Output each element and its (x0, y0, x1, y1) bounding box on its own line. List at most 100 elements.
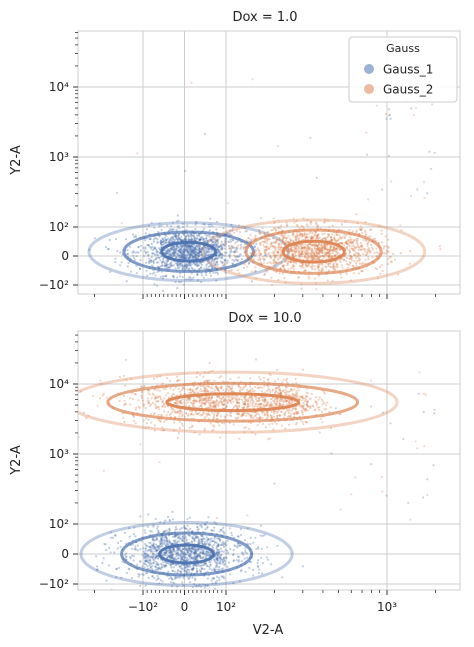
data-point (234, 258, 237, 261)
data-point (105, 548, 108, 552)
data-point (177, 224, 180, 228)
data-point (374, 267, 377, 270)
data-point (299, 247, 302, 250)
panel-title: Dox = 1.0 (232, 10, 297, 25)
data-point (193, 246, 196, 249)
data-point (385, 252, 388, 255)
data-point (159, 241, 162, 244)
data-point (160, 532, 163, 536)
data-point (214, 257, 217, 260)
data-point (199, 551, 202, 554)
data-point (165, 274, 168, 277)
data-point (180, 255, 183, 258)
data-point (314, 244, 317, 247)
data-point (160, 532, 163, 536)
data-point (330, 233, 333, 236)
data-point (203, 531, 206, 534)
data-point (191, 238, 194, 241)
data-point (199, 556, 202, 559)
data-point (178, 570, 182, 573)
data-point (193, 255, 196, 258)
data-point (191, 251, 194, 254)
data-point (385, 245, 388, 248)
data-point (232, 400, 235, 403)
data-point (281, 230, 284, 233)
data-point (384, 113, 387, 116)
data-point (264, 240, 267, 243)
data-point (143, 239, 146, 242)
data-point (178, 535, 181, 538)
data-point (157, 256, 160, 259)
data-point (178, 245, 182, 248)
data-point (152, 544, 155, 547)
data-point (218, 550, 221, 553)
data-point (360, 270, 364, 273)
data-point (215, 558, 218, 561)
data-point (243, 431, 246, 434)
data-point (175, 236, 178, 239)
data-point (350, 247, 353, 250)
data-point (197, 263, 200, 266)
data-point (279, 256, 282, 259)
data-point (215, 240, 218, 243)
data-point (297, 230, 300, 233)
data-point (188, 534, 192, 537)
data-point (192, 557, 195, 560)
data-point (158, 582, 161, 585)
data-point (163, 541, 166, 544)
data-point (311, 235, 314, 239)
data-point (196, 253, 199, 256)
data-point (223, 560, 226, 563)
data-point (189, 248, 192, 251)
data-point (172, 421, 176, 424)
data-point (200, 540, 203, 543)
data-point (223, 233, 227, 236)
data-point (318, 246, 321, 249)
data-point (208, 271, 212, 274)
data-point (337, 239, 340, 242)
data-point (142, 555, 145, 559)
data-point (224, 240, 228, 243)
data-point (351, 230, 354, 233)
data-point (323, 245, 326, 248)
data-point (168, 527, 171, 530)
data-point (180, 552, 183, 555)
data-point (315, 255, 318, 258)
data-point (188, 554, 191, 558)
data-point (225, 238, 228, 241)
data-point (188, 267, 191, 270)
data-point (153, 267, 156, 270)
data-point (190, 547, 193, 550)
data-point (199, 262, 202, 265)
data-point (168, 241, 171, 244)
data-point (148, 559, 151, 562)
data-point (331, 255, 334, 258)
legend-box (348, 36, 458, 103)
data-point (235, 229, 238, 233)
data-point (184, 256, 187, 259)
data-point (172, 581, 175, 584)
data-point (162, 551, 166, 554)
data-point (166, 549, 169, 552)
data-point (301, 251, 304, 254)
data-point (164, 264, 167, 267)
data-point (226, 231, 229, 234)
data-point (153, 547, 156, 550)
data-point (232, 239, 235, 242)
data-point (326, 243, 329, 246)
data-point (310, 244, 313, 247)
data-point (281, 381, 284, 384)
data-point (170, 225, 173, 228)
data-point (287, 268, 290, 271)
data-point (339, 235, 342, 238)
data-point (311, 263, 314, 266)
data-point (177, 432, 180, 435)
data-point (216, 220, 219, 223)
data-point (328, 254, 331, 257)
data-point (157, 567, 160, 570)
data-point (296, 230, 299, 234)
confidence-ellipse (244, 228, 383, 275)
data-point (156, 546, 159, 549)
data-point (155, 568, 158, 571)
data-point (146, 554, 149, 557)
